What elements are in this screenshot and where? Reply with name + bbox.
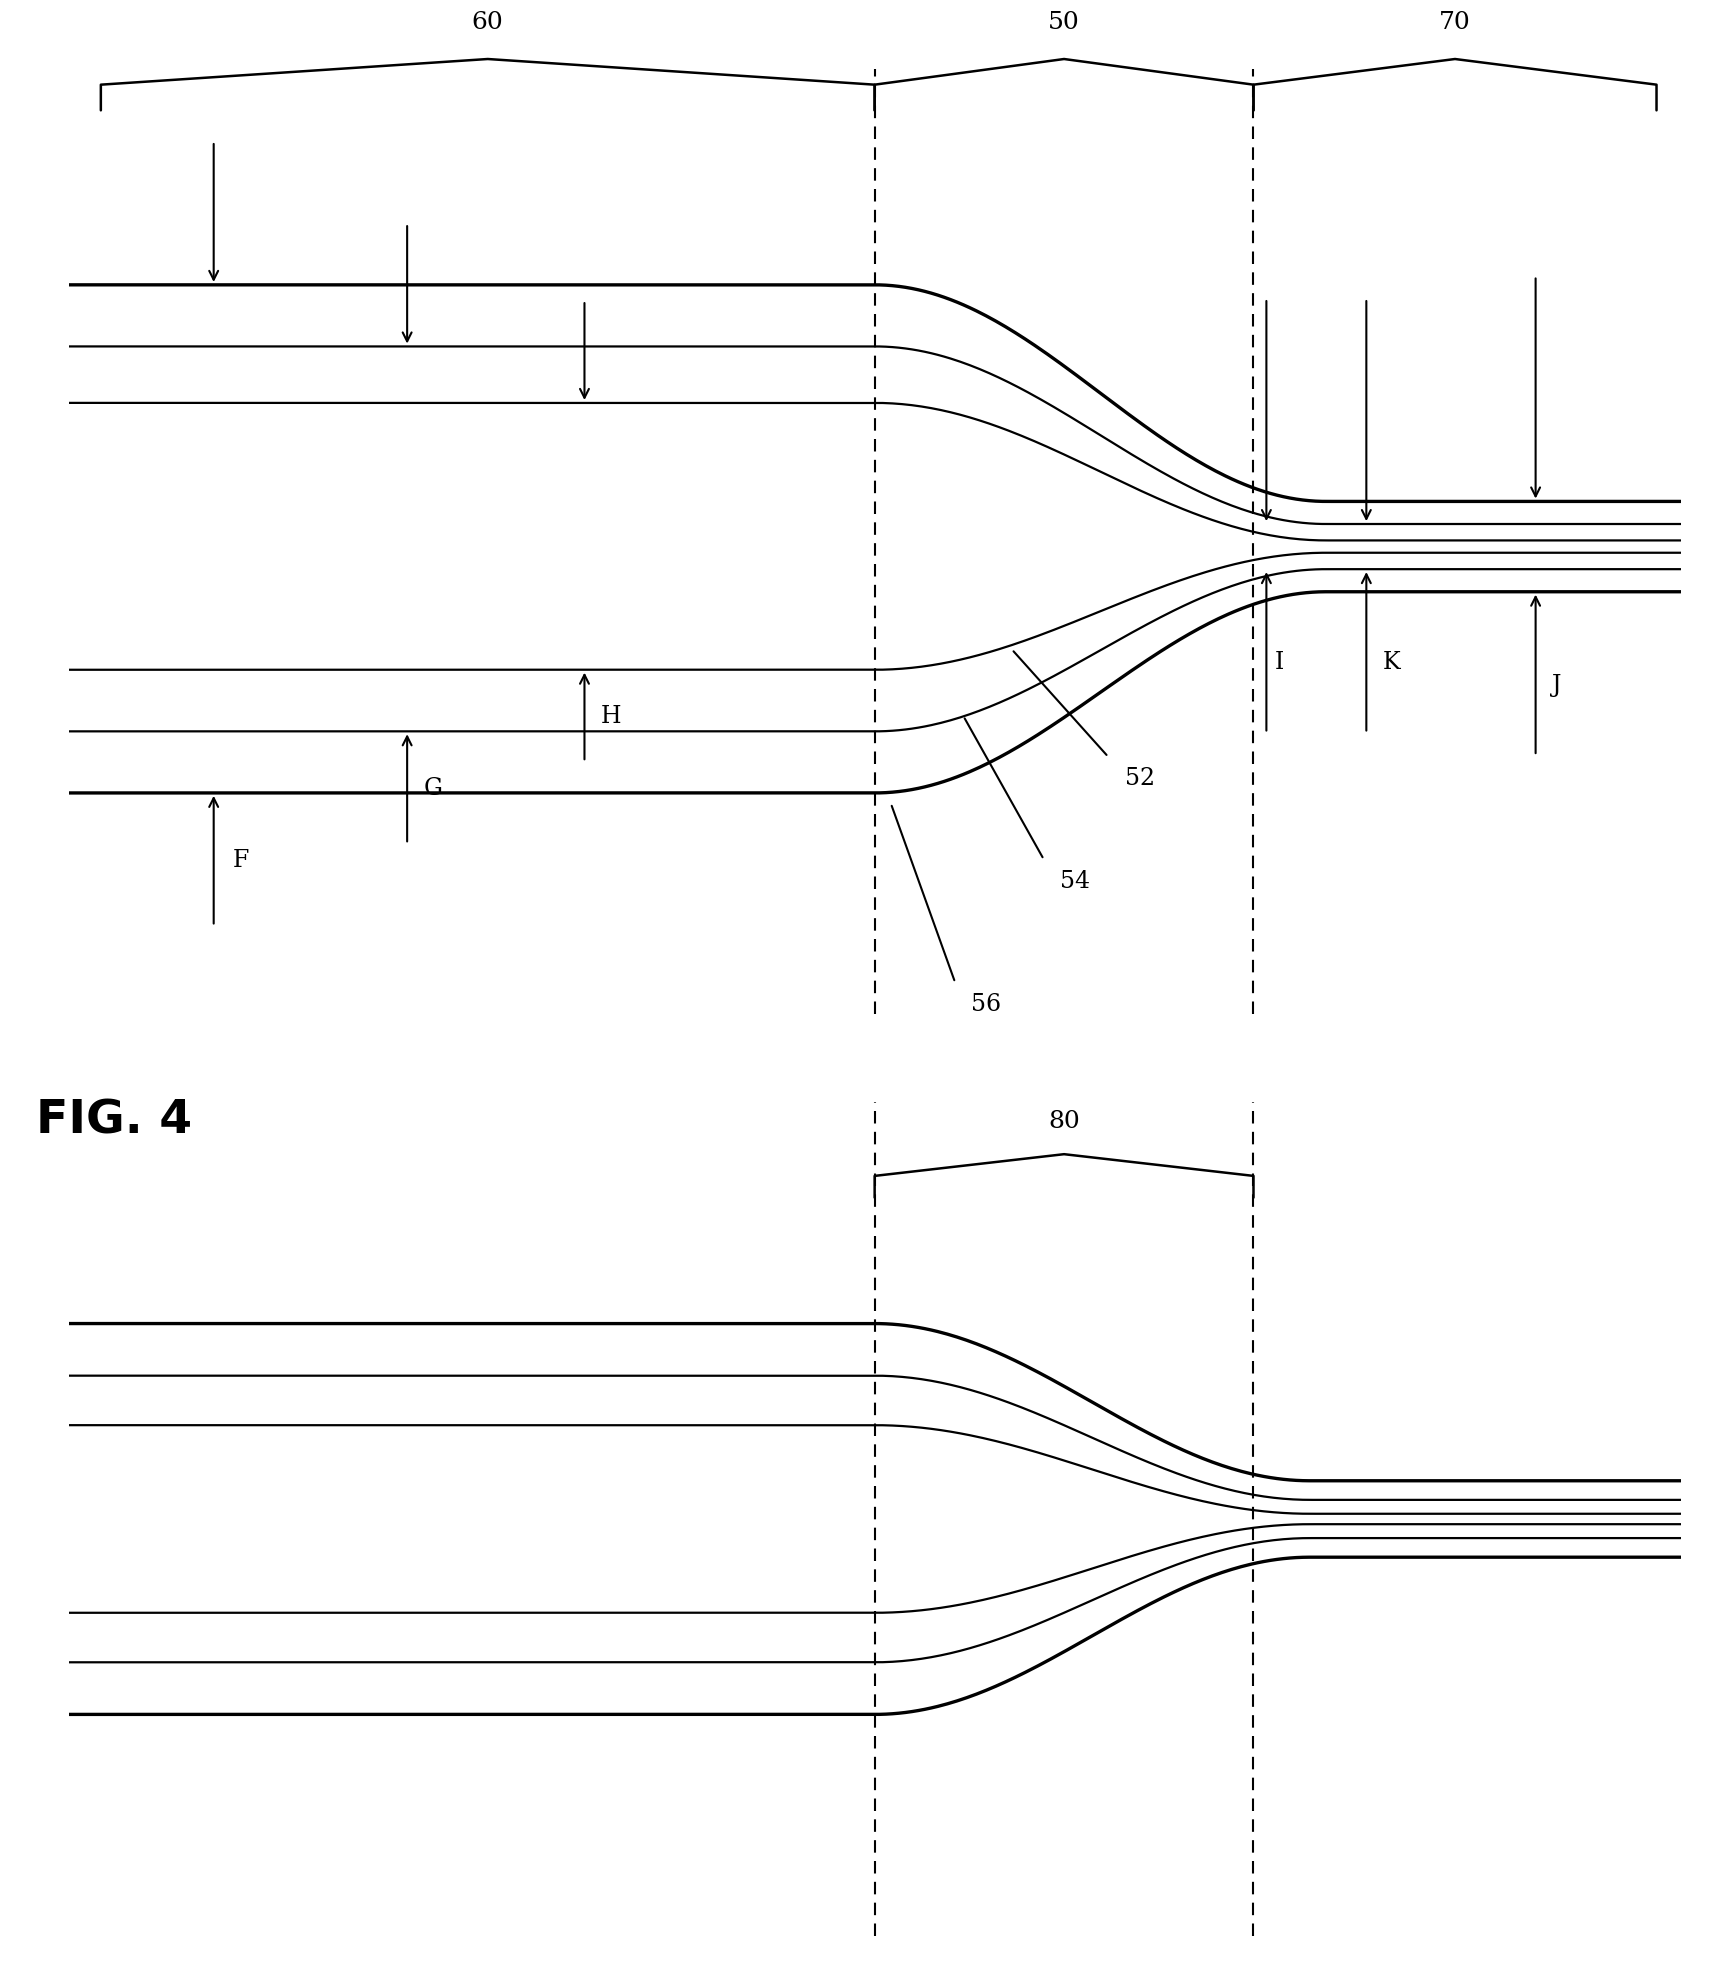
Text: 50: 50 <box>1047 12 1080 34</box>
Text: 60: 60 <box>471 12 504 34</box>
Text: 70: 70 <box>1438 12 1471 34</box>
Text: 52: 52 <box>1124 767 1154 789</box>
Text: 54: 54 <box>1059 870 1090 892</box>
Text: H: H <box>600 704 620 728</box>
Text: FIG. 4: FIG. 4 <box>36 1099 192 1142</box>
Text: I: I <box>1274 651 1284 673</box>
Text: 56: 56 <box>970 992 1001 1016</box>
Text: F: F <box>233 848 249 872</box>
Text: J: J <box>1551 673 1560 696</box>
Text: K: K <box>1381 651 1399 673</box>
Text: 80: 80 <box>1047 1111 1080 1133</box>
Text: G: G <box>423 777 442 799</box>
